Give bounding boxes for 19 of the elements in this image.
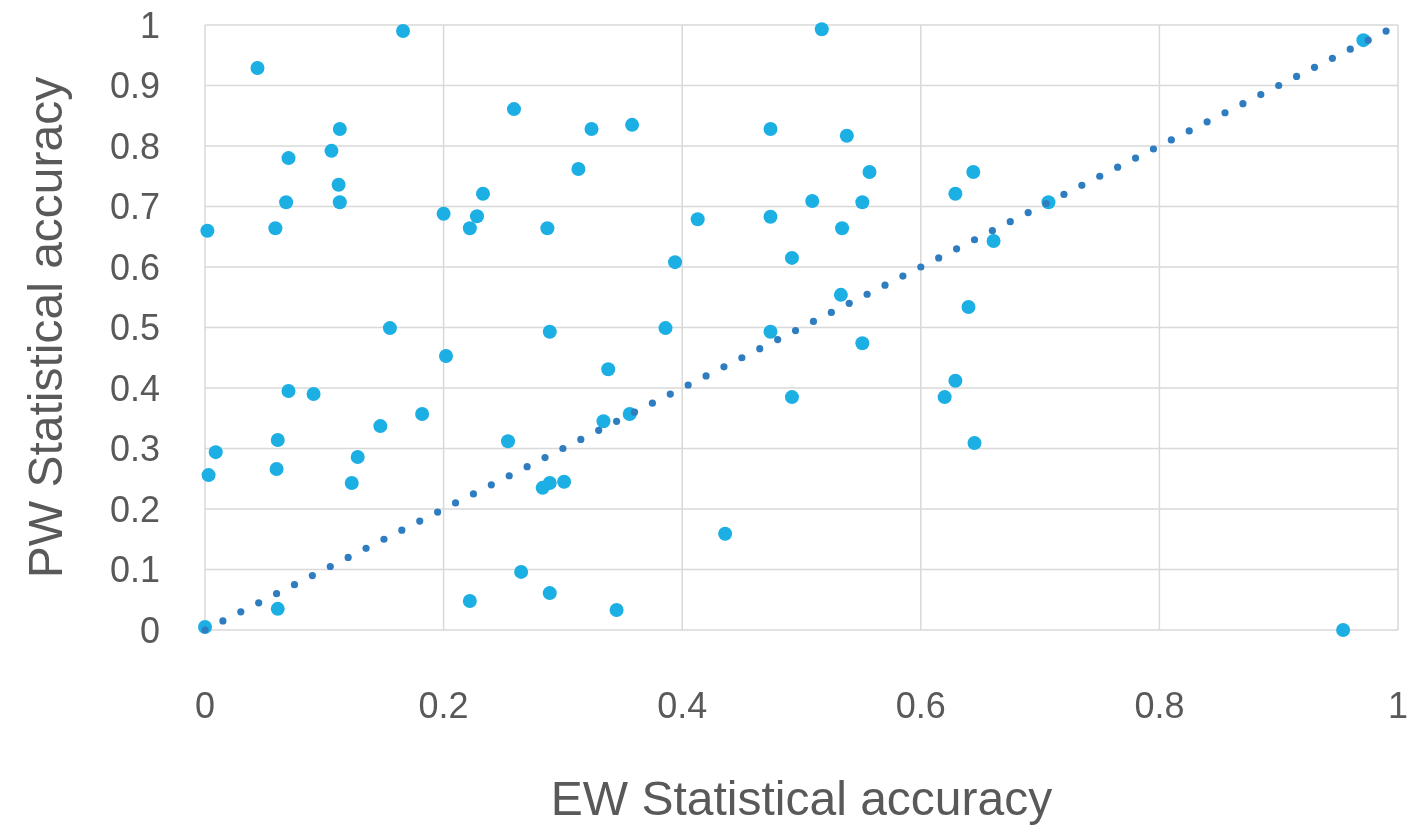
y-tick-label: 1 (139, 4, 160, 46)
y-tick-label: 0 (139, 609, 160, 651)
y-axis-title: PW Statistical accuracy (19, 76, 72, 579)
y-tick-label: 0.9 (109, 65, 160, 107)
y-tick-label: 0.7 (109, 186, 160, 228)
y-tick-label: 0.5 (109, 307, 160, 349)
y-tick-label: 0.3 (109, 428, 160, 470)
x-tick-label: 0.4 (657, 685, 708, 726)
x-tick-label: 0.8 (1134, 685, 1185, 726)
x-axis-title: EW Statistical accuracy (550, 772, 1053, 825)
x-tick-label: 0 (194, 685, 216, 726)
y-tick-label: 0.4 (109, 367, 160, 409)
x-tick-label: 0.2 (418, 685, 469, 726)
y-tick-label: 0.8 (109, 125, 160, 167)
x-tick-label: 1 (1387, 685, 1409, 726)
x-tick-label: 0.6 (895, 685, 946, 726)
y-tick-label: 0.1 (109, 549, 160, 591)
y-tick-label: 0.2 (109, 488, 160, 530)
y-tick-label: 0.6 (109, 246, 160, 288)
